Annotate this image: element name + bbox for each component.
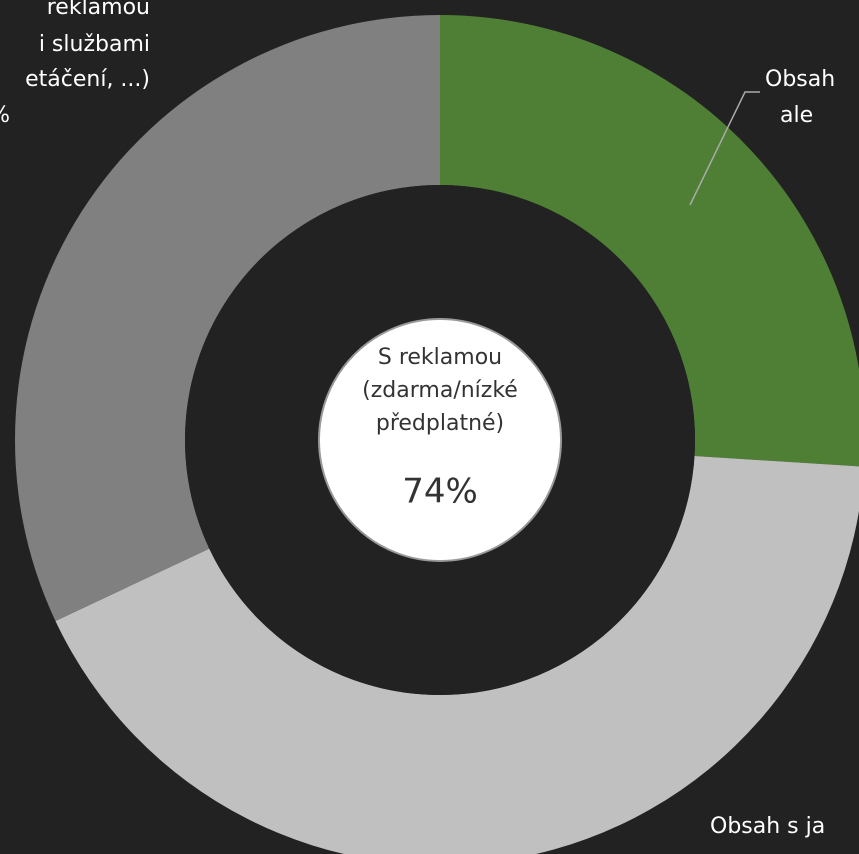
labels: Obsah ale Obsah s ja reklamou i službami etáč… <box>0 0 835 839</box>
center-circle <box>318 318 562 562</box>
slice-label: i službami <box>39 32 150 57</box>
slice-label: ale <box>780 103 813 128</box>
center-label: předplatné) <box>376 411 504 436</box>
center-label: (zdarma/nízké <box>362 378 518 403</box>
center-value: 74% <box>402 472 478 512</box>
slice-label: reklamou <box>47 0 150 20</box>
leader-line <box>689 91 760 206</box>
slice-label: Obsah <box>765 67 835 92</box>
donut-slice <box>440 15 859 467</box>
slice-label: etáčení, ...) <box>25 67 150 92</box>
slice-label: Obsah s ja <box>710 814 825 839</box>
donut-slice <box>55 456 859 854</box>
slice-label: % <box>0 103 10 128</box>
donut-slice <box>15 15 441 621</box>
center-label: S reklamou <box>378 345 502 370</box>
